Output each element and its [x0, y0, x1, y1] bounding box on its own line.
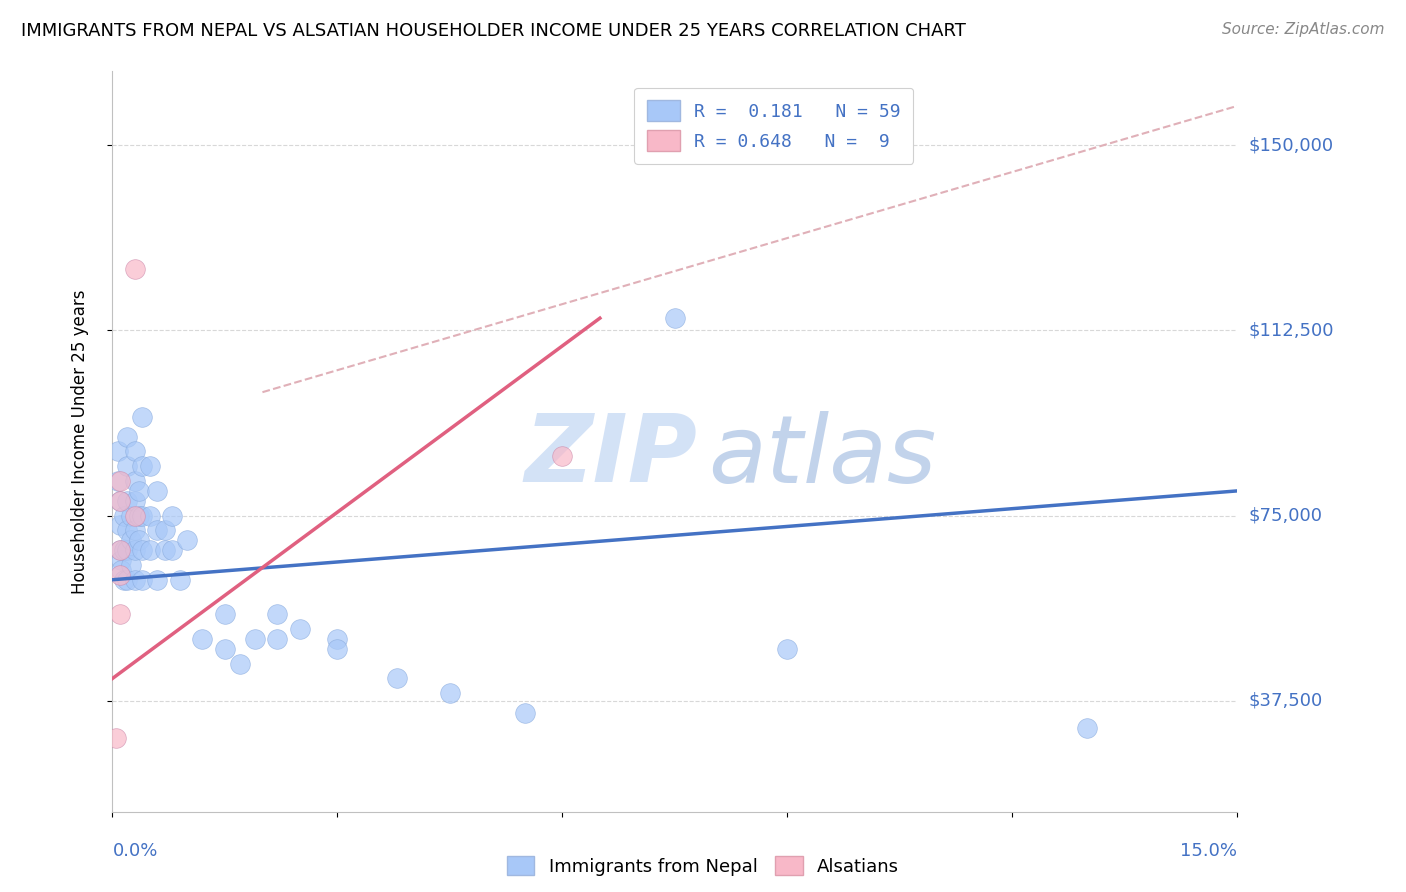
Point — [131, 508, 153, 523]
Point — [124, 261, 146, 276]
Point — [169, 573, 191, 587]
Legend: R =  0.181   N = 59, R = 0.648   N =  9: R = 0.181 N = 59, R = 0.648 N = 9 — [634, 87, 914, 164]
Text: $112,500: $112,500 — [1249, 321, 1334, 340]
Point — [107, 474, 129, 488]
Point — [131, 409, 153, 424]
Point — [243, 632, 266, 646]
Point — [107, 444, 129, 458]
Point — [105, 731, 128, 745]
Point — [117, 573, 139, 587]
Point — [112, 508, 135, 523]
Point — [162, 543, 184, 558]
Text: $150,000: $150,000 — [1249, 136, 1333, 154]
Point — [108, 518, 131, 533]
Point — [551, 450, 574, 464]
Point — [108, 493, 131, 508]
Point — [117, 543, 139, 558]
Text: $37,500: $37,500 — [1249, 691, 1323, 710]
Point — [146, 483, 169, 498]
Text: 0.0%: 0.0% — [112, 842, 157, 860]
Point — [1076, 721, 1098, 735]
Point — [120, 558, 142, 572]
Point — [120, 533, 142, 548]
Point — [288, 622, 311, 636]
Point — [139, 459, 162, 474]
Text: ZIP: ZIP — [524, 410, 697, 502]
Point — [117, 493, 139, 508]
Text: $75,000: $75,000 — [1249, 507, 1323, 524]
Point — [326, 641, 349, 656]
Point — [387, 672, 409, 686]
Point — [162, 508, 184, 523]
Point — [108, 474, 131, 488]
Point — [214, 641, 236, 656]
Point — [128, 483, 150, 498]
Point — [108, 543, 131, 558]
Point — [110, 553, 132, 567]
Point — [112, 543, 135, 558]
Point — [108, 493, 131, 508]
Point — [124, 508, 146, 523]
Text: atlas: atlas — [709, 411, 936, 502]
Y-axis label: Householder Income Under 25 years: Householder Income Under 25 years — [70, 289, 89, 594]
Point — [139, 508, 162, 523]
Point — [131, 459, 153, 474]
Point — [108, 567, 131, 582]
Point — [124, 524, 146, 538]
Point — [139, 543, 162, 558]
Point — [229, 657, 252, 671]
Point — [266, 632, 288, 646]
Legend: Immigrants from Nepal, Alsatians: Immigrants from Nepal, Alsatians — [499, 849, 907, 883]
Point — [110, 563, 132, 577]
Point — [153, 543, 176, 558]
Text: 15.0%: 15.0% — [1180, 842, 1237, 860]
Point — [146, 573, 169, 587]
Point — [112, 573, 135, 587]
Point — [664, 311, 686, 326]
Point — [513, 706, 536, 720]
Point — [131, 573, 153, 587]
Point — [214, 607, 236, 622]
Point — [146, 524, 169, 538]
Text: Source: ZipAtlas.com: Source: ZipAtlas.com — [1222, 22, 1385, 37]
Point — [128, 508, 150, 523]
Point — [124, 493, 146, 508]
Point — [124, 543, 146, 558]
Point — [776, 641, 799, 656]
Point — [266, 607, 288, 622]
Point — [124, 573, 146, 587]
Point — [128, 533, 150, 548]
Point — [117, 524, 139, 538]
Point — [326, 632, 349, 646]
Point — [124, 444, 146, 458]
Point — [176, 533, 198, 548]
Point — [108, 607, 131, 622]
Point — [191, 632, 214, 646]
Point — [117, 429, 139, 443]
Point — [117, 459, 139, 474]
Point — [131, 543, 153, 558]
Point — [120, 508, 142, 523]
Text: IMMIGRANTS FROM NEPAL VS ALSATIAN HOUSEHOLDER INCOME UNDER 25 YEARS CORRELATION : IMMIGRANTS FROM NEPAL VS ALSATIAN HOUSEH… — [21, 22, 966, 40]
Point — [124, 474, 146, 488]
Point — [153, 524, 176, 538]
Point — [439, 686, 461, 700]
Point — [108, 543, 131, 558]
